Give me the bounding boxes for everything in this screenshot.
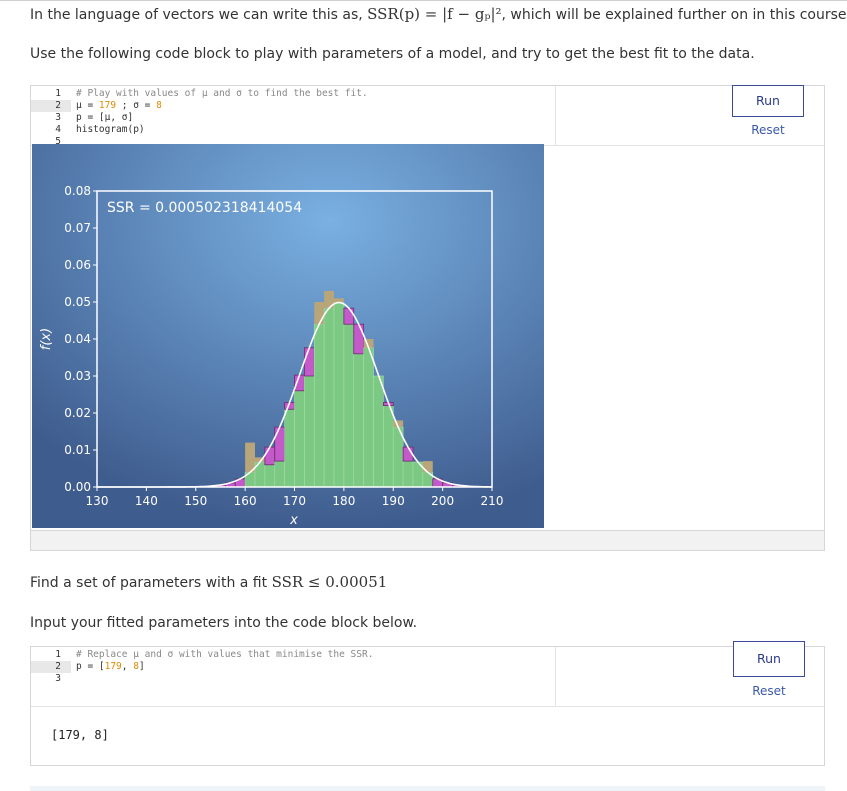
x-tick-label: 130 xyxy=(86,494,109,508)
data-excess-bar xyxy=(393,420,404,428)
model-excess-bar xyxy=(264,446,276,466)
code-cell-1: 1 # Play with values of μ and σ to find … xyxy=(30,85,825,531)
overlap-bar xyxy=(343,323,355,488)
overlap-bar xyxy=(294,390,305,488)
line-number: 3 xyxy=(55,112,61,123)
instruction-input: Input your fitted parameters into the co… xyxy=(30,615,418,631)
instruction-find: Find a set of parameters with a fit SSR … xyxy=(30,573,387,591)
top-divider xyxy=(0,0,847,1)
mu-value[interactable]: 179 xyxy=(104,661,122,672)
editor-divider xyxy=(31,706,824,707)
reset-button[interactable]: Reset xyxy=(751,123,785,137)
x-tick-label: 170 xyxy=(283,494,306,508)
sigma-value[interactable]: 8 xyxy=(156,100,162,111)
code-line: 3 xyxy=(31,673,556,685)
x-tick-label: 210 xyxy=(481,494,504,508)
overlap-bar xyxy=(304,375,315,488)
line-number: 1 xyxy=(55,88,61,99)
overlap-bar xyxy=(313,323,325,488)
code-text: p = [179, 8] xyxy=(76,661,145,672)
x-tick-label: 150 xyxy=(184,494,207,508)
ssr-formula: SSR(p) = |f − gₚ|² xyxy=(367,5,502,23)
instruction-find-text: Find a set of parameters with a fit xyxy=(30,575,268,591)
data-excess-bar xyxy=(245,442,255,473)
y-tick-label: 0.03 xyxy=(64,369,91,383)
y-tick-label: 0.08 xyxy=(64,184,91,198)
histogram-chart: 0.00 0.01 0.02 0.03 0.04 0.05 0.06 0.07 0.08 130… xyxy=(32,144,544,528)
code-comment: # Replace μ and σ with values that minim… xyxy=(76,649,374,660)
x-tick-label: 160 xyxy=(234,494,257,508)
overlap-bar xyxy=(383,405,394,488)
code-editor-2[interactable]: 1 # Replace μ and σ with values that min… xyxy=(31,647,556,707)
code-line: 5 xyxy=(31,136,556,148)
code-editor-1[interactable]: 1 # Play with values of μ and σ to find … xyxy=(31,86,556,148)
code-comment: # Play with values of μ and σ to find th… xyxy=(76,88,368,99)
model-excess-bar xyxy=(353,323,365,355)
data-excess-bar xyxy=(314,302,325,325)
y-tick-label: 0.02 xyxy=(64,406,91,420)
y-tick-label: 0.00 xyxy=(64,480,91,494)
line-number: 1 xyxy=(55,649,61,660)
model-excess-bar xyxy=(343,307,355,325)
histogram-plot: 0.00 0.01 0.02 0.03 0.04 0.05 0.06 0.07 0.08 130… xyxy=(32,144,544,528)
overlap-bar xyxy=(264,464,276,488)
x-tick-label: 140 xyxy=(135,494,158,508)
code-cell-2: 1 # Replace μ and σ with values that min… xyxy=(30,641,825,766)
intro-suffix: , which will be explained further on in … xyxy=(501,7,847,23)
line-number: 2 xyxy=(31,100,71,112)
overlap-bar xyxy=(402,460,414,488)
y-tick-label: 0.04 xyxy=(64,332,91,346)
cell-1-footer xyxy=(30,531,825,551)
code-line: 4 histogram(p) xyxy=(31,124,556,136)
intro-paragraph: In the language of vectors we can write … xyxy=(30,5,847,23)
line-number: 4 xyxy=(55,124,61,135)
code-line: 1 # Replace μ and σ with values that min… xyxy=(31,649,556,661)
ssr-annotation: SSR = 0.000502318414054 xyxy=(107,200,302,216)
overlap-bar xyxy=(363,347,374,488)
data-excess-bar xyxy=(324,290,334,309)
ssr-threshold-formula: SSR ≤ 0.00051 xyxy=(271,573,388,591)
y-tick-label: 0.05 xyxy=(64,295,91,309)
model-excess-bar xyxy=(303,347,315,377)
sigma-value[interactable]: 8 xyxy=(133,661,139,672)
code-line: 3 p = [μ, σ] xyxy=(31,112,556,124)
line-number: 3 xyxy=(55,673,61,684)
x-axis-label: x xyxy=(289,513,298,528)
code-text: p = [μ, σ] xyxy=(76,112,134,123)
code-text: μ = 179 ; σ = 8 xyxy=(76,100,162,111)
intro-prefix: In the language of vectors we can write … xyxy=(30,7,363,23)
data-excess-bar xyxy=(363,339,374,348)
line-number: 2 xyxy=(31,661,71,673)
run-button-2[interactable]: Run xyxy=(733,641,805,677)
cell-output: [179, 8] xyxy=(51,728,109,742)
overlap-bar xyxy=(284,408,295,488)
code-line-active: 2 p = [179, 8] xyxy=(31,661,556,673)
mu-value[interactable]: 179 xyxy=(98,100,117,111)
x-tick-label: 180 xyxy=(332,494,355,508)
overlap-bar xyxy=(323,307,335,488)
code-text: histogram(p) xyxy=(76,124,145,135)
y-tick-label: 0.07 xyxy=(64,221,91,235)
code-line: 1 # Play with values of μ and σ to find … xyxy=(31,88,556,100)
instruction-play: Use the following code block to play wit… xyxy=(30,46,755,62)
bottom-strip xyxy=(30,786,825,791)
data-excess-bar xyxy=(334,298,344,303)
reset-button-2[interactable]: Reset xyxy=(752,684,786,698)
overlap-bar xyxy=(373,375,384,488)
line-number: 5 xyxy=(55,136,61,147)
overlap-bar xyxy=(274,460,285,488)
y-axis-label: f(x) xyxy=(39,328,54,350)
data-excess-bar xyxy=(422,461,433,473)
x-tick-label: 200 xyxy=(431,494,454,508)
overlap-bar xyxy=(333,302,345,488)
code-line-active: 2 μ = 179 ; σ = 8 xyxy=(31,100,556,112)
data-excess-bar xyxy=(255,457,265,463)
y-tick-label: 0.06 xyxy=(64,258,91,272)
overlap-bar xyxy=(353,353,364,488)
x-tick-label: 190 xyxy=(382,494,405,508)
model-excess-bar xyxy=(274,426,286,462)
run-button[interactable]: Run xyxy=(732,85,804,117)
y-tick-label: 0.01 xyxy=(64,443,91,457)
